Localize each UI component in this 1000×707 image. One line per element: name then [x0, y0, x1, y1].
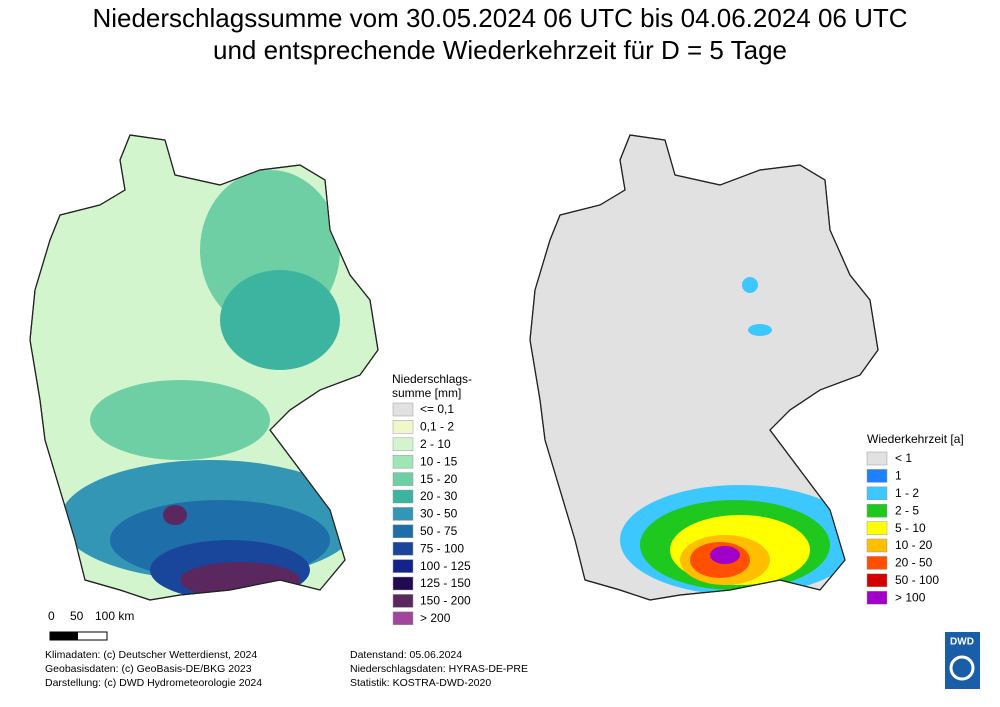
legend-label: 150 - 200 [420, 594, 471, 608]
legend-swatch [392, 420, 414, 434]
legend-swatch [392, 437, 414, 452]
credit-line: Darstellung: (c) DWD Hydrometeorologie 2… [45, 677, 262, 689]
legend-label: 10 - 15 [420, 454, 458, 468]
legend-label: 100 - 125 [420, 559, 471, 573]
credit-line: Datenstand: 05.06.2024 [350, 649, 462, 661]
legend-swatch [866, 556, 888, 570]
title-line: und entsprechende Wiederkehrzeit für D =… [213, 35, 787, 65]
legend-swatch [866, 538, 888, 553]
legend-label: > 200 [420, 611, 451, 625]
legend-swatch [392, 541, 414, 556]
legend-label: 20 - 50 [895, 556, 933, 570]
legend-swatch [866, 503, 888, 518]
legend-swatch [392, 594, 414, 608]
legend-title: Wiederkehrzeit [a] [867, 432, 964, 446]
legend-label: <= 0,1 [420, 402, 454, 416]
legend-swatch [392, 611, 414, 626]
credit-line: Statistik: KOSTRA-DWD-2020 [350, 677, 491, 689]
legend-label: 10 - 20 [895, 538, 933, 552]
legend-label: 30 - 50 [420, 507, 458, 521]
legend-label: 0,1 - 2 [420, 420, 454, 434]
legend-label: 15 - 20 [420, 472, 458, 486]
scale-label: 0 [48, 609, 55, 623]
return-period-map [529, 134, 879, 601]
legend-label: 2 - 5 [895, 503, 919, 517]
legend-swatch [392, 576, 414, 591]
legend-swatch [866, 590, 888, 605]
credit-line: Geobasisdaten: (c) GeoBasis-DE/BKG 2023 [45, 663, 252, 675]
legend-swatch [866, 486, 888, 501]
legend-swatch [392, 472, 414, 486]
legend-label: 20 - 30 [420, 489, 458, 503]
legend-swatch [866, 451, 888, 466]
legend-label: 5 - 10 [895, 521, 926, 535]
scale-label: 50 [70, 609, 84, 623]
legend-label: 2 - 10 [420, 437, 451, 451]
logo-text: DWD [950, 637, 974, 648]
legend-label: < 1 [895, 451, 912, 465]
legend-label: 75 - 100 [420, 541, 464, 555]
legend-swatch [392, 507, 414, 521]
legend-swatch [392, 489, 414, 504]
title-line: Niederschlagssumme vom 30.05.2024 06 UTC… [92, 3, 907, 33]
legend-label: 125 - 150 [420, 576, 471, 590]
legend-swatch [392, 559, 414, 573]
legend-label: > 100 [895, 590, 926, 604]
legend-title: Niederschlags- [392, 372, 472, 386]
legend-swatch [866, 521, 888, 535]
scale-label: 100 km [95, 609, 134, 623]
credit-line: Niederschlagsdaten: HYRAS-DE-PRE [350, 663, 528, 675]
legend-label: 50 - 100 [895, 573, 939, 587]
legend-swatch [392, 454, 414, 469]
legend-label: 50 - 75 [420, 524, 458, 538]
legend-label: 1 [895, 469, 902, 483]
credit-line: Klimadaten: (c) Deutscher Wetterdienst, … [45, 649, 257, 661]
legend-swatch [866, 469, 888, 483]
legend-swatch [392, 524, 414, 539]
legend-swatch [392, 402, 414, 417]
scale-bar [49, 631, 108, 641]
dwd-logo: DWD [945, 632, 980, 689]
precip-map [29, 134, 379, 601]
legend-title: summe [mm] [392, 386, 461, 400]
legend-swatch [866, 573, 888, 588]
legend-label: 1 - 2 [895, 486, 919, 500]
